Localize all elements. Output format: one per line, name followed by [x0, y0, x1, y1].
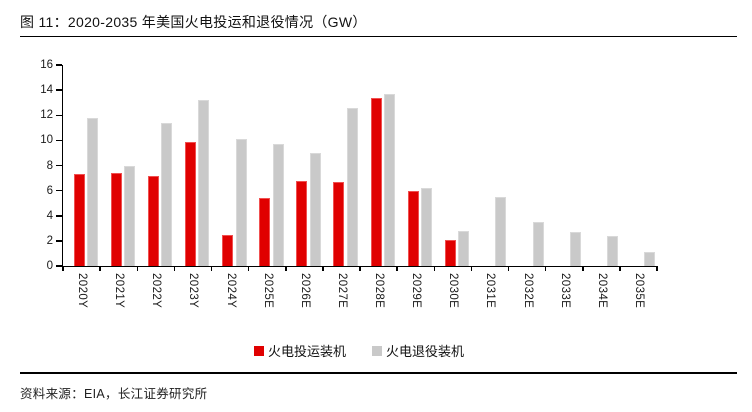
x-tick-mark: [359, 266, 361, 271]
legend-swatch-commissioned: [253, 345, 264, 356]
x-category-label: 2033E: [558, 273, 571, 309]
y-tick-mark: [55, 215, 62, 217]
x-tick-mark: [619, 266, 621, 271]
bar-火电投运装机-2027E: [333, 181, 345, 266]
y-tick-label: 8: [46, 159, 53, 172]
x-tick-mark: [396, 266, 398, 271]
bar-火电退役装机-2031E: [495, 196, 507, 266]
y-tick-label: 12: [40, 109, 53, 122]
x-tick-mark: [99, 266, 101, 271]
bar-火电投运装机-2026E: [296, 180, 308, 266]
x-category-label: 2023Y: [187, 273, 200, 309]
x-category-label: 2024Y: [224, 273, 237, 309]
x-category-label: 2035E: [632, 273, 645, 309]
bar-火电退役装机-2035E: [643, 252, 655, 266]
bar-火电退役装机-2028E: [384, 93, 395, 266]
y-tick-label: 10: [40, 134, 53, 147]
x-category-label: 2031E: [484, 273, 497, 309]
y-tick-mark: [55, 189, 62, 192]
chart-legend: 火电投运装机 火电退役装机: [62, 341, 656, 360]
x-category-label: 2022Y: [150, 273, 163, 309]
x-category-label: 2026E: [298, 273, 311, 309]
bar-火电投运装机-2021Y: [110, 173, 122, 266]
bar-火电投运装机-2025E: [259, 198, 271, 266]
y-tick-mark: [55, 265, 62, 267]
y-tick-label: 2: [46, 234, 53, 247]
x-category-label: 2034E: [595, 273, 608, 309]
bar-火电投运装机-2023Y: [184, 141, 196, 266]
y-tick-mark: [55, 114, 62, 116]
title-divider: [20, 36, 737, 37]
bar-火电投运装机-2022Y: [147, 175, 159, 266]
x-tick-mark: [136, 266, 138, 271]
y-tick-mark: [55, 240, 62, 242]
bar-火电退役装机-2029E: [421, 188, 433, 266]
bar-火电退役装机-2026E: [309, 152, 321, 266]
legend-label: 火电投运装机: [267, 344, 346, 359]
x-category-label: 2025E: [261, 273, 274, 309]
bar-火电退役装机-2033E: [569, 232, 581, 266]
x-category-label: 2027E: [335, 273, 348, 309]
chart-plot-area: 0 2 4 6 8 10 12 14 16 2020Y 2021Y 2022Y 2023Y 2024Y 20…: [40, 59, 658, 308]
legend-item-retired: 火电退役装机: [372, 341, 464, 360]
x-tick-mark: [507, 266, 510, 271]
bar-火电退役装机-2021Y: [124, 165, 136, 266]
y-tick-label: 0: [46, 260, 53, 272]
x-tick-mark: [433, 266, 435, 271]
legend-swatch-retired: [372, 345, 382, 356]
y-tick-mark: [55, 164, 62, 167]
x-tick-mark: [322, 266, 324, 271]
bar-火电投运装机-2028E: [370, 97, 382, 266]
x-tick-mark: [62, 266, 64, 271]
bar-火电投运装机-2024Y: [222, 234, 233, 266]
x-tick-mark: [285, 266, 287, 271]
legend-item-commissioned: 火电投运装机: [253, 341, 346, 360]
figure-title: 图 11：2020-2035 年美国火电投运和退役情况（GW）: [20, 14, 367, 30]
source-note: 资料来源：EIA，长江证券研究所: [20, 387, 208, 401]
x-tick-mark: [173, 266, 176, 271]
x-tick-mark: [544, 266, 547, 271]
bar-火电退役装机-2032E: [532, 222, 544, 266]
x-category-label: 2021Y: [113, 273, 126, 309]
source-divider: [20, 372, 737, 374]
y-tick-label: 14: [40, 84, 53, 97]
bar-火电退役装机-2027E: [346, 107, 358, 266]
bar-火电投运装机-2029E: [407, 190, 419, 266]
x-tick-mark: [656, 266, 658, 271]
x-tick-mark: [582, 266, 584, 271]
x-category-label: 2020Y: [76, 273, 89, 309]
bar-火电投运装机-2020Y: [73, 174, 85, 266]
x-category-label: 2032E: [521, 273, 534, 309]
legend-label: 火电退役装机: [386, 344, 465, 359]
bar-火电退役装机-2020Y: [87, 117, 98, 266]
bar-火电退役装机-2030E: [458, 230, 470, 266]
bar-火电退役装机-2022Y: [161, 122, 173, 266]
y-tick-mark: [55, 64, 62, 66]
y-tick-label: 6: [46, 184, 53, 197]
x-tick-mark: [470, 266, 473, 271]
y-tick-label: 4: [46, 209, 53, 222]
x-category-label: 2030E: [447, 273, 460, 309]
x-category-label: 2029E: [410, 273, 423, 309]
bar-火电退役装机-2024Y: [235, 139, 247, 266]
bar-火电退役装机-2034E: [606, 235, 618, 266]
x-tick-mark: [247, 266, 250, 271]
bar-火电退役装机-2023Y: [198, 100, 210, 266]
bar-火电投运装机-2030E: [444, 239, 456, 266]
y-tick-label: 16: [40, 59, 53, 71]
x-category-label: 2028E: [373, 273, 386, 309]
bar-火电退役装机-2025E: [272, 144, 284, 266]
y-tick-mark: [55, 139, 62, 142]
x-tick-mark: [210, 266, 213, 271]
y-tick-mark: [55, 89, 62, 91]
